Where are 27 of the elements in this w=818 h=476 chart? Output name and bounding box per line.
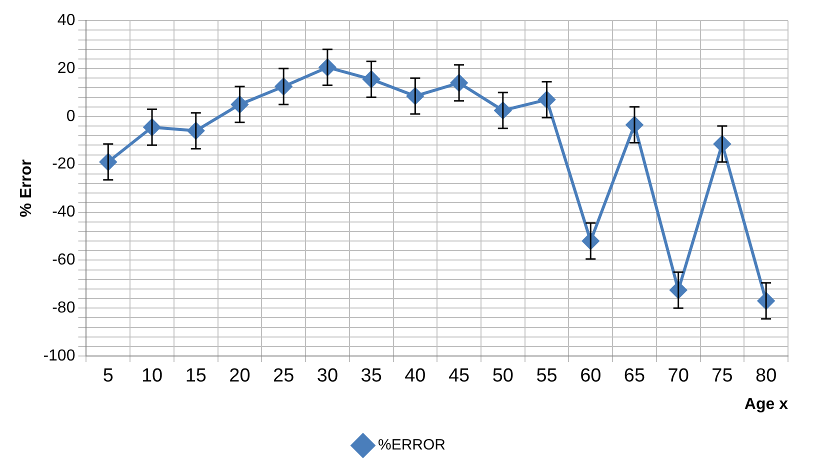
x-tick-label: 65	[624, 366, 646, 387]
y-tick-label: -80	[52, 299, 76, 316]
x-tick-label: 25	[273, 366, 294, 387]
x-tick-label: 30	[316, 366, 338, 387]
x-tick-label: 35	[360, 366, 382, 387]
y-axis-title: % Error	[18, 159, 36, 218]
y-tick-label: 0	[66, 108, 76, 125]
x-tick-label: 40	[404, 366, 426, 387]
x-tick-label: 80	[756, 366, 777, 387]
x-axis-title: Age x	[744, 396, 788, 413]
x-tick-label: 55	[536, 366, 558, 387]
x-tick-label: 60	[580, 366, 602, 387]
legend-label: %ERROR	[378, 436, 446, 454]
x-tick-label: 75	[712, 366, 733, 387]
y-tick-label: 40	[57, 12, 76, 30]
y-tick-label: -20	[52, 156, 76, 173]
x-tick-label: 45	[448, 366, 470, 387]
y-tick-label: 20	[57, 60, 76, 77]
x-tick-label: 50	[492, 366, 514, 387]
x-tick-label: 5	[102, 366, 114, 387]
x-tick-label: 15	[185, 366, 206, 387]
x-tick-label: 20	[229, 366, 250, 387]
y-tick-label: -40	[52, 204, 76, 221]
y-tick-label: -60	[52, 252, 76, 269]
x-tick-label: 10	[141, 366, 163, 387]
y-tick-label: -100	[43, 347, 76, 364]
x-tick-label: 70	[668, 366, 689, 387]
